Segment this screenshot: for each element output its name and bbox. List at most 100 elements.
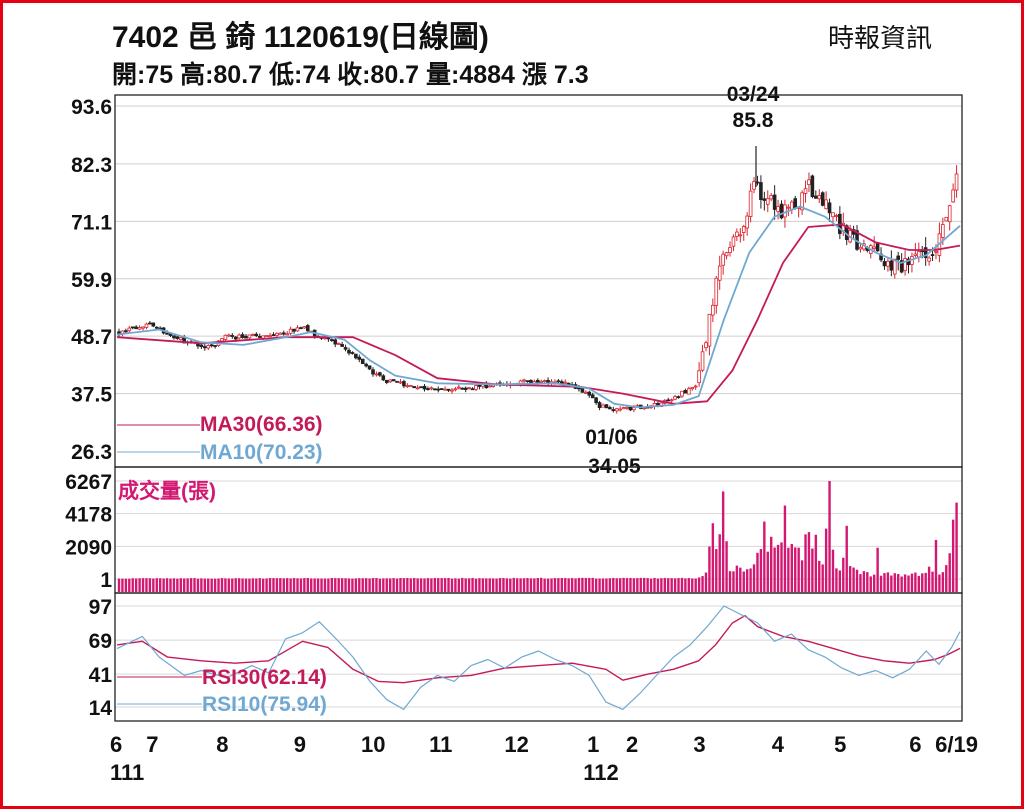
volume-bar <box>416 578 419 592</box>
volume-bar <box>622 577 625 592</box>
candle-body <box>477 384 482 387</box>
volume-bar <box>131 578 134 592</box>
candle-body <box>141 326 145 329</box>
candle-body <box>154 326 159 329</box>
price-y-tick-label: 26.3 <box>71 441 112 464</box>
volume-bar <box>358 578 361 592</box>
candle-body <box>817 195 822 200</box>
price-y-tick-label: 48.7 <box>71 326 112 349</box>
volume-bar <box>673 578 677 592</box>
candle-body <box>340 344 344 347</box>
volume-bar <box>279 578 282 592</box>
volume-bar <box>811 548 814 592</box>
candle-body <box>175 336 180 339</box>
x-tick-label: 10 <box>361 732 385 757</box>
candle-body <box>621 407 626 410</box>
volume-bar <box>457 578 461 592</box>
volume-bar <box>636 578 639 592</box>
volume-bar <box>461 577 464 592</box>
candle-body <box>580 388 585 393</box>
candle-body <box>597 402 602 409</box>
volume-bar <box>375 578 378 592</box>
candle-body <box>474 385 478 390</box>
candle-body <box>137 327 142 330</box>
volume-bar <box>193 578 196 592</box>
volume-bar <box>320 578 323 592</box>
volume-bar <box>924 572 927 592</box>
volume-bar <box>392 578 395 592</box>
volume-bar <box>876 547 879 592</box>
volume-bar <box>649 578 653 592</box>
candle-body <box>233 336 238 340</box>
volume-bar <box>196 578 200 592</box>
candle-body <box>364 363 368 367</box>
volume-bar <box>739 567 742 592</box>
volume-bar <box>443 578 447 592</box>
candle-body <box>305 325 310 332</box>
volume-bar <box>900 576 903 592</box>
volume-bar <box>667 578 670 592</box>
volume-bar <box>409 578 412 592</box>
volume-bar <box>282 578 285 592</box>
volume-bar <box>869 576 872 592</box>
volume-bar <box>574 578 577 592</box>
candle-body <box>240 334 245 338</box>
volume-bar <box>303 578 306 592</box>
candle-body <box>172 335 176 339</box>
volume-bar <box>351 578 354 592</box>
volume-bar <box>286 578 289 592</box>
volume-bar <box>464 578 467 592</box>
volume-bar <box>509 578 512 592</box>
candle-body <box>460 387 465 390</box>
volume-bar <box>138 578 141 592</box>
candle-body <box>793 198 798 209</box>
volume-bar <box>248 578 251 592</box>
candle-body <box>618 408 622 411</box>
candle-body <box>741 226 746 233</box>
volume-bar <box>570 578 574 592</box>
volume-bar <box>371 578 375 592</box>
volume-bar <box>879 575 883 592</box>
volume-bar <box>557 578 560 592</box>
volume-bar <box>220 578 224 592</box>
volume-bar <box>231 578 234 592</box>
candle-body <box>354 353 358 359</box>
volume-bar <box>251 578 255 592</box>
candle-body <box>124 330 128 333</box>
volume-bar <box>855 569 859 592</box>
volume-bar <box>763 521 766 592</box>
volume-bar <box>862 571 866 592</box>
volume-bar <box>656 578 660 592</box>
x-tick-label: 12 <box>504 732 528 757</box>
candle-body <box>721 253 725 266</box>
volume-bar <box>364 578 368 592</box>
volume-bar <box>368 578 371 592</box>
chart-title: 7402 邑 錡 1120619(日線圖) <box>112 21 489 54</box>
candle-body <box>563 381 568 384</box>
volume-bar <box>454 578 457 592</box>
volume-bar <box>419 578 423 592</box>
volume-bar <box>189 578 193 592</box>
volume-bar <box>158 578 162 592</box>
volume-bar <box>200 578 203 592</box>
volume-bar <box>818 560 821 592</box>
price-y-tick-label: 37.5 <box>71 384 112 407</box>
ma10-legend-label: MA10(70.23) <box>200 441 323 464</box>
volume-bar <box>337 578 340 592</box>
volume-bar <box>433 578 437 592</box>
volume-bar <box>917 575 921 592</box>
volume-bar <box>567 578 570 592</box>
volume-y-tick-label: 6267 <box>65 471 112 494</box>
volume-bar <box>780 542 783 592</box>
volume-bar <box>605 578 608 592</box>
volume-bar <box>536 578 539 592</box>
volume-bar <box>334 578 337 592</box>
volume-bar <box>646 578 649 592</box>
volume-bar <box>395 578 399 592</box>
volume-bar <box>447 577 450 592</box>
candle-body <box>134 326 138 330</box>
rsi-y-tick-label: 97 <box>89 596 112 619</box>
volume-bar <box>907 575 910 592</box>
price-y-tick-label: 71.1 <box>71 211 112 234</box>
